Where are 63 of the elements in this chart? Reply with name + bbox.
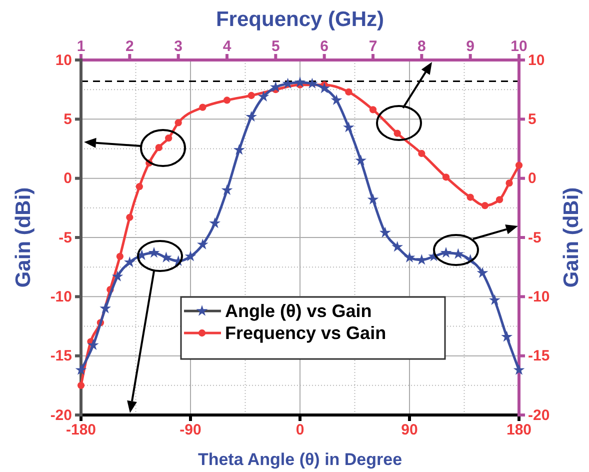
point <box>488 294 500 306</box>
x2-tick-label: 10 <box>510 38 528 55</box>
y2-tick-label: 5 <box>528 110 536 128</box>
point <box>100 302 112 314</box>
legend-label: Frequency vs Gain <box>225 323 386 343</box>
y2-tick-label: -10 <box>528 288 550 306</box>
point <box>476 267 488 278</box>
point <box>75 364 87 375</box>
y-tick-label: 0 <box>64 170 72 188</box>
x2-axis-title: Frequency (GHz) <box>216 8 384 31</box>
point <box>330 94 342 106</box>
point <box>367 194 379 204</box>
point <box>246 110 258 122</box>
point <box>501 330 513 342</box>
x2-tick-label: 4 <box>222 38 232 55</box>
x-tick-label: -180 <box>66 422 96 439</box>
y2-tick-label: -20 <box>528 406 550 424</box>
point <box>124 256 136 268</box>
point <box>392 241 404 252</box>
y2-tick-label: 0 <box>528 170 536 188</box>
point <box>258 90 270 102</box>
legend-label: Angle (θ) vs Gain <box>225 301 372 321</box>
point <box>87 339 99 350</box>
x-tick-label: -90 <box>180 422 202 439</box>
y2-tick-label: -15 <box>528 348 550 365</box>
point <box>440 246 452 258</box>
y2-tick-label: -5 <box>528 229 542 246</box>
x2-tick-label: 8 <box>417 38 426 55</box>
y-tick-label: -10 <box>50 288 72 306</box>
y-tick-label: 10 <box>55 52 72 69</box>
point <box>404 252 416 262</box>
point <box>221 184 233 195</box>
x-tick-label: 90 <box>401 422 418 439</box>
y-tick-label: -20 <box>50 406 72 424</box>
y-tick-label: -5 <box>58 229 72 246</box>
x2-tick-label: 6 <box>320 38 329 55</box>
x2-tick-label: 5 <box>271 38 280 55</box>
x2-tick-label: 2 <box>125 38 134 55</box>
point <box>355 154 367 166</box>
x-axis-title: Theta Angle (θ) in Degree <box>198 450 402 469</box>
point <box>112 270 124 282</box>
point <box>294 76 306 88</box>
x2-tick-label: 1 <box>76 38 86 55</box>
x2-tick-label: 9 <box>466 38 475 55</box>
y-tick-label: -15 <box>50 348 72 365</box>
y-tick-label: 5 <box>64 110 72 128</box>
x2-tick-label: 7 <box>368 38 378 55</box>
point <box>282 78 294 88</box>
x-tick-label: 180 <box>506 422 532 439</box>
point <box>318 82 330 94</box>
y-axis-title: Gain (dBi) <box>12 187 35 288</box>
point <box>184 250 196 262</box>
point <box>209 217 221 228</box>
x-tick-label: 0 <box>296 422 304 439</box>
y2-axis-title: Gain (dBi) <box>560 187 583 288</box>
x2-tick-label: 3 <box>174 38 183 55</box>
point <box>379 226 391 238</box>
point <box>233 144 245 155</box>
point <box>342 121 354 132</box>
point <box>196 238 208 250</box>
point <box>513 364 525 375</box>
point <box>306 78 318 88</box>
y2-tick-label: 10 <box>528 52 545 69</box>
